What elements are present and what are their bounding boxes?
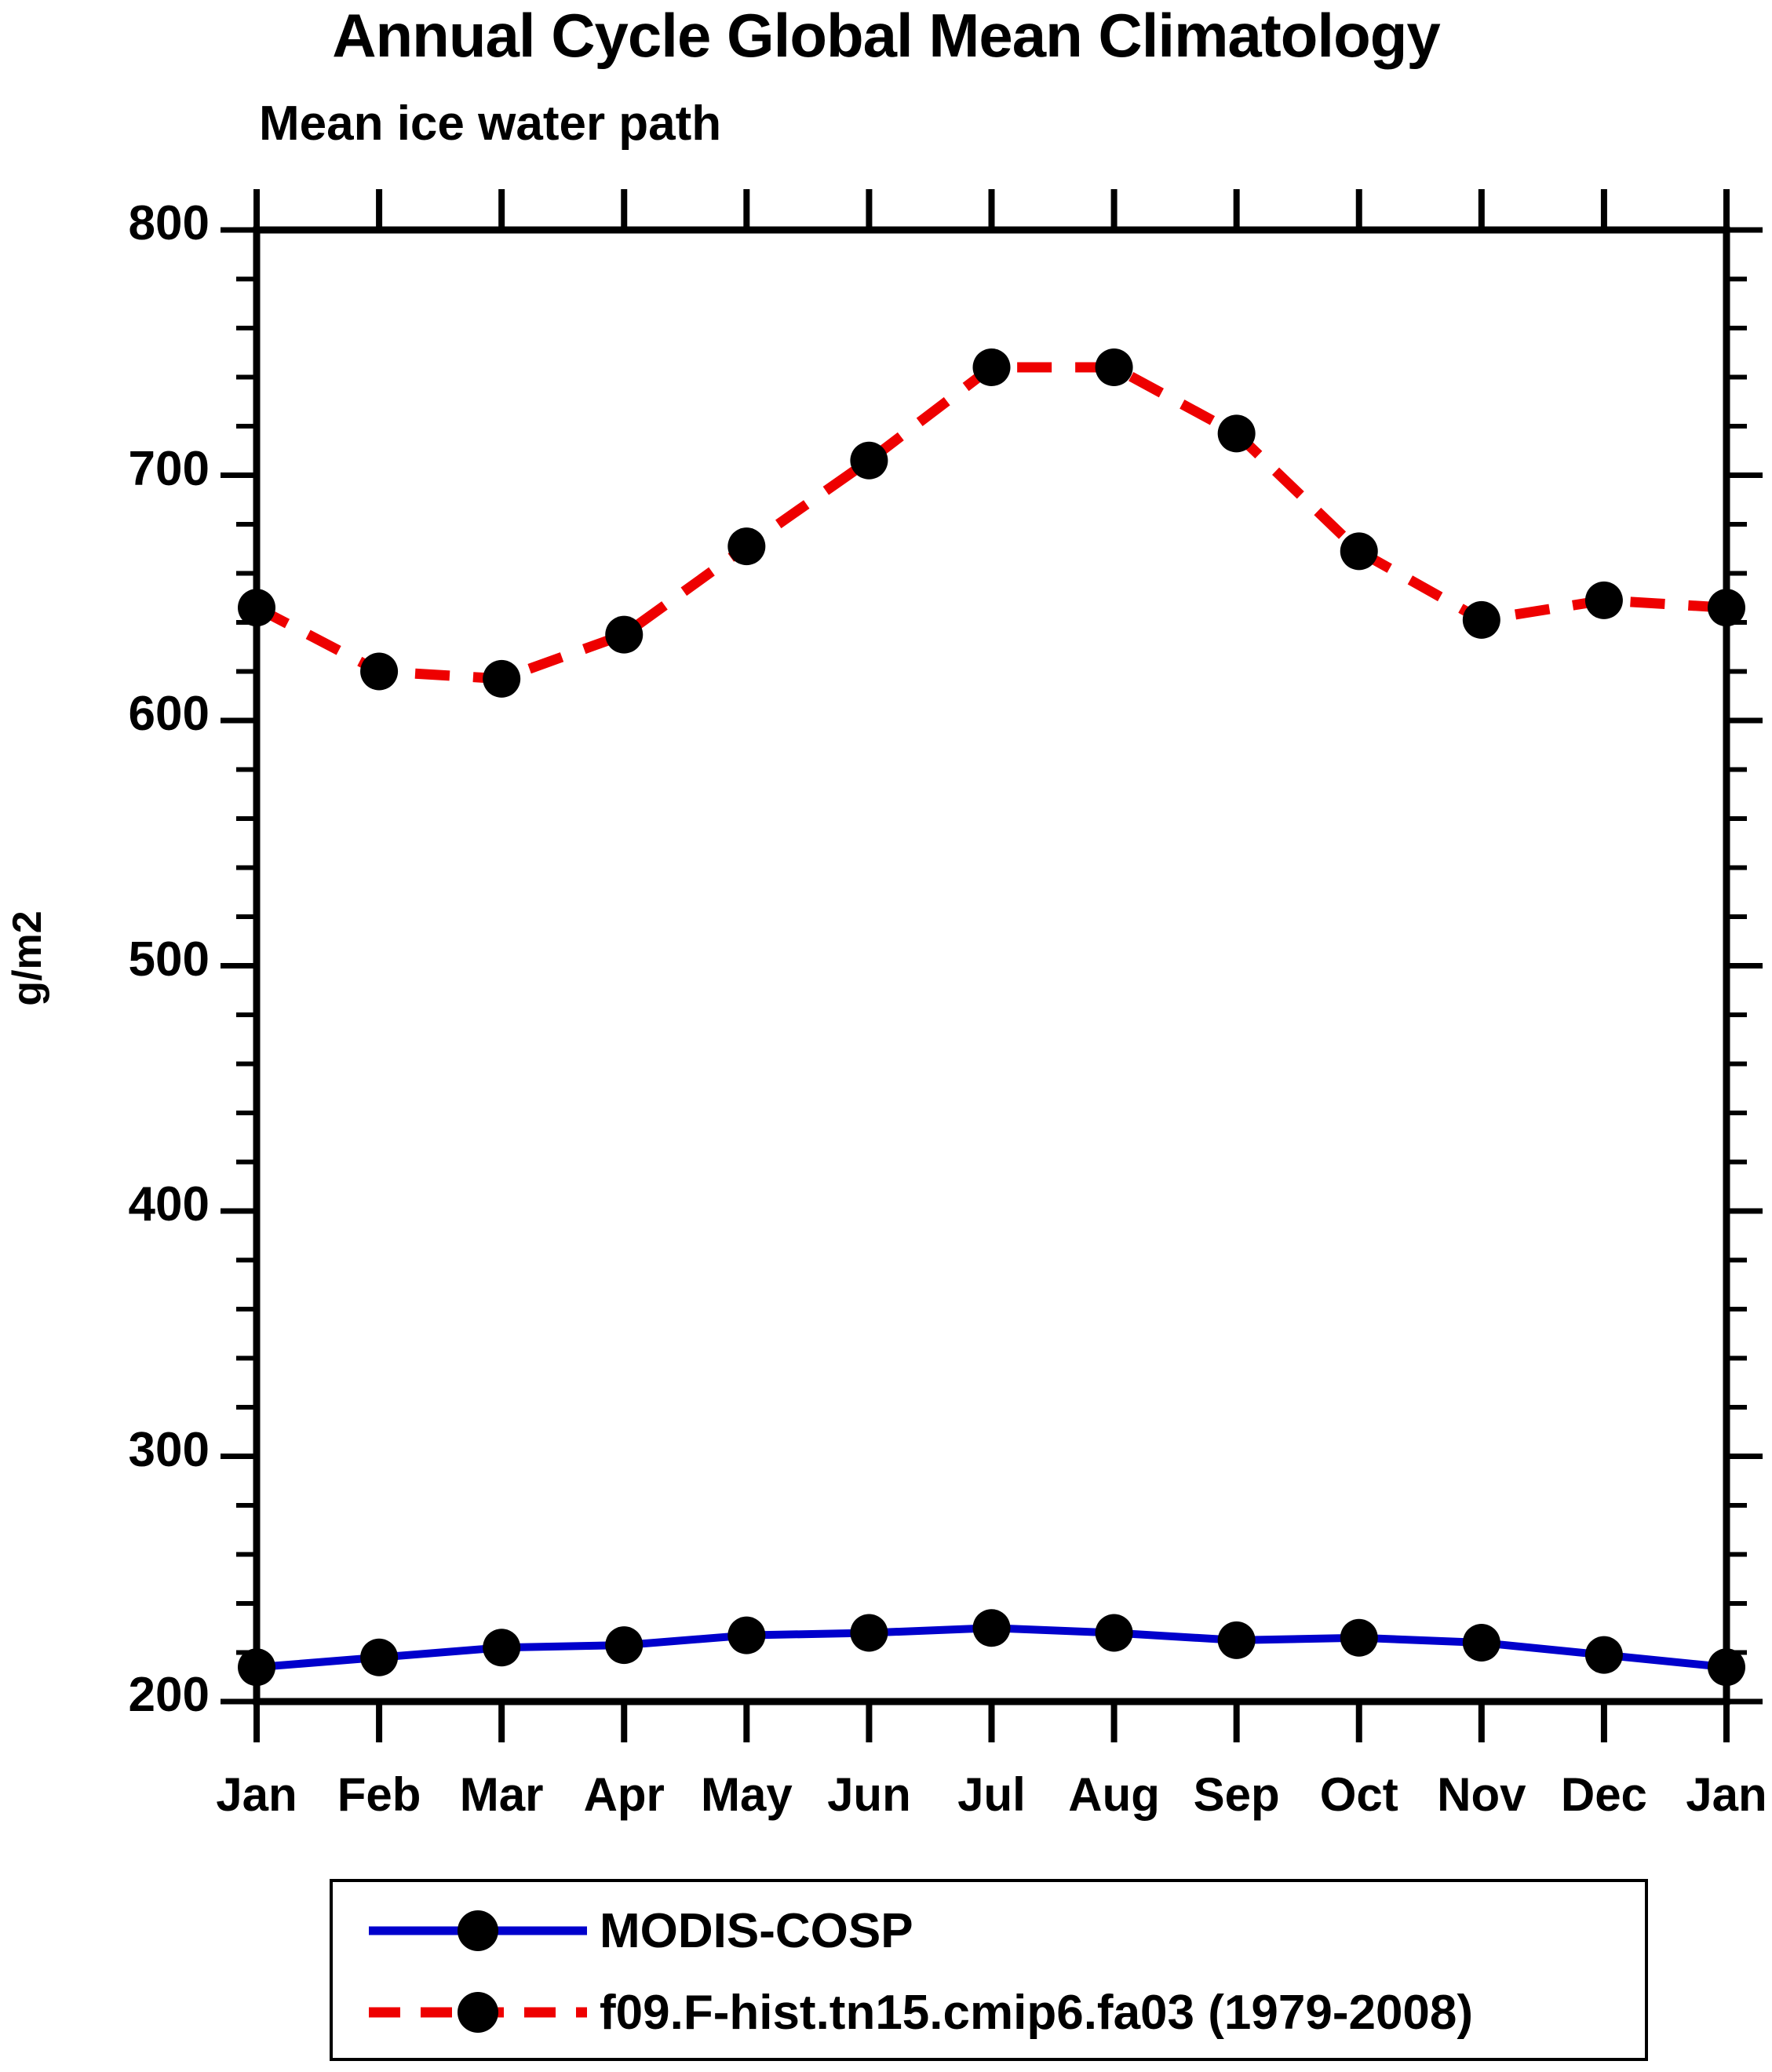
legend-label-0: MODIS-COSP — [600, 1904, 913, 1958]
y-tick-label: 600 — [128, 687, 210, 741]
data-point — [850, 1614, 888, 1652]
data-point — [1217, 1621, 1256, 1659]
x-tick-label: Apr — [583, 1768, 665, 1821]
x-tick-label: Sep — [1193, 1768, 1280, 1821]
x-tick-label: May — [700, 1768, 793, 1821]
x-tick-label: Nov — [1437, 1768, 1526, 1821]
y-tick-label: 200 — [128, 1668, 210, 1722]
legend-swatch-1 — [369, 1992, 587, 2033]
data-point — [972, 348, 1011, 386]
x-tick-label: Jun — [827, 1768, 911, 1821]
data-point — [1584, 581, 1623, 619]
data-point — [727, 527, 766, 566]
legend: MODIS-COSP f09.F-hist.tn15.cmip6.fa03 (1… — [330, 1879, 1648, 2061]
data-point — [850, 441, 888, 480]
x-tick-label: Dec — [1560, 1768, 1647, 1821]
y-tick-label: 500 — [128, 932, 210, 987]
data-point — [238, 1648, 275, 1687]
data-point — [238, 589, 275, 627]
y-tick-label: 400 — [128, 1177, 210, 1231]
y-tick-label: 800 — [128, 196, 210, 250]
data-point — [605, 615, 644, 654]
series-layer — [238, 348, 1745, 1687]
x-tick-label: Oct — [1319, 1768, 1398, 1821]
data-point — [1340, 532, 1378, 571]
legend-entry-1: f09.F-hist.tn15.cmip6.fa03 (1979-2008) — [333, 1975, 1645, 2050]
data-point — [1584, 1636, 1623, 1674]
data-point — [1217, 414, 1256, 453]
data-point — [483, 1629, 521, 1667]
data-point — [605, 1626, 644, 1665]
x-tick-label: Feb — [337, 1768, 421, 1821]
data-point — [360, 1638, 399, 1676]
data-point — [1462, 600, 1500, 639]
data-point — [972, 1609, 1011, 1647]
chart-subtitle: Mean ice water path — [259, 97, 722, 151]
x-tick-label: Jul — [957, 1768, 1026, 1821]
x-tick-label: Jan — [216, 1768, 297, 1821]
chart-title: Annual Cycle Global Mean Climatology — [332, 1, 1441, 70]
x-tick-label: Aug — [1068, 1768, 1160, 1821]
legend-label-1: f09.F-hist.tn15.cmip6.fa03 (1979-2008) — [600, 1986, 1474, 2040]
data-point — [1708, 589, 1745, 627]
data-point — [1340, 1618, 1378, 1657]
legend-entry-0: MODIS-COSP — [333, 1893, 1645, 1968]
x-tick-label: Mar — [459, 1768, 544, 1821]
plot-frame — [253, 226, 1730, 1705]
data-point — [1095, 348, 1133, 386]
series-line-1 — [253, 362, 1727, 684]
y-tick-label: 300 — [128, 1422, 210, 1477]
axes-layer — [221, 189, 1763, 1742]
x-tick-label: Jan — [1686, 1768, 1767, 1821]
data-point — [1095, 1614, 1133, 1652]
data-point — [727, 1616, 766, 1654]
data-point — [360, 652, 399, 691]
y-tick-label: 700 — [128, 441, 210, 496]
data-point — [483, 659, 521, 698]
data-point — [1708, 1648, 1745, 1687]
legend-swatch-0 — [369, 1910, 587, 1951]
data-point — [1462, 1624, 1500, 1662]
